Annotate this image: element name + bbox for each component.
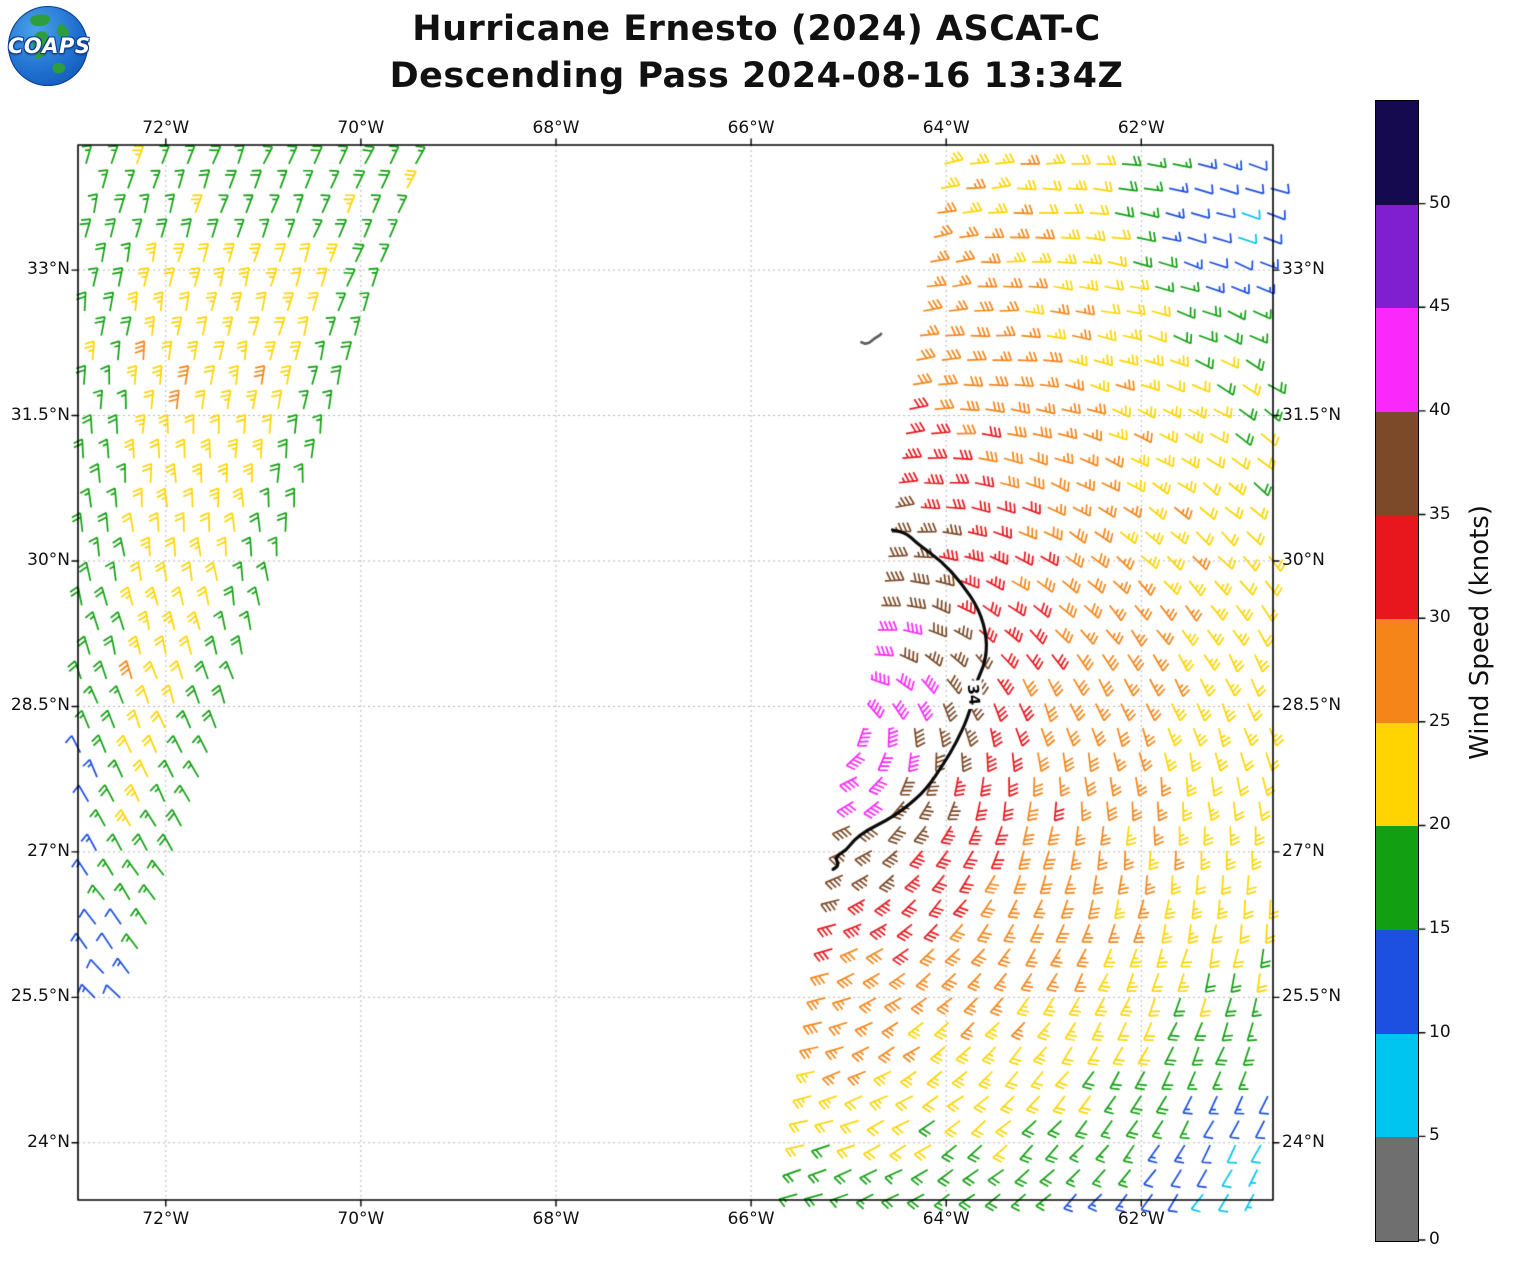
y-axis-tick-label-right: 25.5°N [1282, 986, 1342, 1007]
colorbar-segment-35 [1376, 411, 1418, 516]
y-axis-tick-label-left: 27°N [27, 840, 70, 861]
colorbar-tick-label: 30 [1429, 607, 1451, 628]
colorbar-segment-25 [1376, 619, 1418, 723]
x-axis-tick-label-bottom: 72°W [142, 1209, 190, 1229]
x-axis-tick-label-top: 62°W [1117, 118, 1165, 138]
x-axis-tick-label-bottom: 64°W [922, 1209, 970, 1229]
colorbar [1375, 100, 1419, 1242]
colorbar-title-text: Wind Speed (knots) [1465, 504, 1495, 760]
colorbar-tick-label: 25 [1429, 710, 1451, 731]
y-axis-tick-label-right: 30°N [1282, 549, 1325, 570]
x-axis-tick-label-top: 68°W [532, 118, 580, 138]
colorbar-tick-label: 20 [1429, 814, 1451, 835]
y-axis-tick-label-right: 33°N [1282, 259, 1325, 280]
y-axis-tick-label-left: 31.5°N [10, 404, 70, 425]
colorbar-segment-50 [1376, 101, 1418, 205]
colorbar-tick-label: 10 [1429, 1021, 1451, 1042]
x-axis-tick-label-top: 66°W [727, 118, 775, 138]
colorbar-title: Wind Speed (knots) [1458, 0, 1502, 1264]
y-axis-tick-label-left: 30°N [27, 549, 70, 570]
y-axis-tick-label-left: 33°N [27, 259, 70, 280]
x-axis-tick-label-top: 64°W [922, 118, 970, 138]
colorbar-tick-label: 5 [1429, 1125, 1440, 1146]
y-axis-tick-label-left: 24°N [27, 1131, 70, 1152]
logo-text: COAPS [8, 34, 91, 58]
coaps-logo: COAPS [8, 6, 91, 86]
page-title-line2: Descending Pass 2024-08-16 13:34Z [389, 55, 1124, 96]
colorbar-tick-label: 35 [1429, 503, 1451, 524]
x-axis-tick-label-bottom: 62°W [1117, 1209, 1165, 1229]
y-axis-tick-label-left: 28.5°N [10, 695, 70, 716]
colorbar-segment-30 [1376, 515, 1418, 620]
colorbar-tick-label: 15 [1429, 918, 1451, 939]
colorbar-segment-20 [1376, 722, 1418, 827]
y-axis-tick-label-right: 24°N [1282, 1131, 1325, 1152]
colorbar-segment-0 [1376, 1137, 1418, 1241]
colorbar-tick-label: 40 [1429, 399, 1451, 420]
page-title: Hurricane Ernesto (2024) ASCAT-C Descend… [0, 6, 1513, 99]
x-axis-tick-label-top: 70°W [337, 118, 385, 138]
x-axis-tick-label-bottom: 68°W [532, 1209, 580, 1229]
globe-continents-icon [30, 14, 69, 74]
colorbar-segment-40 [1376, 308, 1418, 412]
y-axis-tick-label-right: 27°N [1282, 840, 1325, 861]
x-axis-tick-label-bottom: 66°W [727, 1209, 775, 1229]
y-axis-tick-label-right: 28.5°N [1282, 695, 1342, 716]
colorbar-segment-5 [1376, 1033, 1418, 1138]
y-axis-tick-label-left: 25.5°N [10, 986, 70, 1007]
colorbar-tick-label: 0 [1429, 1229, 1440, 1249]
x-axis-tick-label-top: 72°W [142, 118, 190, 138]
colorbar-tick-label: 50 [1429, 192, 1451, 213]
colorbar-segment-15 [1376, 826, 1418, 931]
colorbar-tick-label: 45 [1429, 296, 1451, 317]
y-axis-tick-label-right: 31.5°N [1282, 404, 1342, 425]
colorbar-segment-45 [1376, 204, 1418, 309]
colorbar-segment-10 [1376, 930, 1418, 1034]
page-title-line1: Hurricane Ernesto (2024) ASCAT-C [412, 9, 1101, 49]
x-axis-tick-label-bottom: 70°W [337, 1209, 385, 1229]
